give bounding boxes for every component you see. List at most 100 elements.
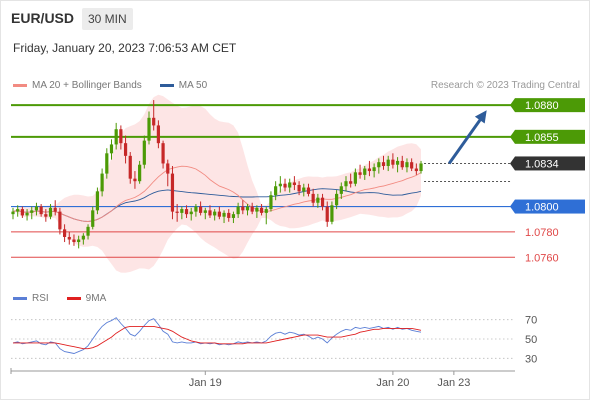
ma20-line (12, 165, 422, 222)
candle-body (105, 153, 109, 174)
copyright-text: Research © 2023 Trading Central (430, 80, 580, 91)
legend-item-rsi: RSI (13, 293, 49, 304)
legend-label-ma50: MA 50 (178, 80, 208, 91)
candle-body (95, 191, 100, 211)
candle-body (119, 129, 123, 144)
legend-label-rsi: RSI (32, 293, 49, 304)
rsi-9ma-line (13, 325, 422, 350)
candle-body (11, 211, 15, 215)
legend-swatch-9ma (66, 297, 81, 300)
candle-body (269, 195, 273, 210)
candle-body (227, 212, 231, 218)
candle-body (213, 211, 217, 216)
legend-item-9ma: 9MA (66, 293, 107, 304)
candle-body (128, 155, 132, 179)
candle-body (302, 187, 306, 192)
candle-body (25, 212, 29, 216)
candle-body (386, 159, 390, 166)
candle-body (189, 211, 193, 215)
candle-body (320, 197, 325, 207)
timeframe-badge[interactable]: 30 MIN (82, 8, 133, 30)
candle-body (86, 226, 90, 236)
level-tag-1.0855 (515, 129, 585, 144)
legend-swatch-ma50 (159, 84, 174, 87)
level-tag-arrow-1.0855 (510, 129, 515, 144)
candle-body (419, 163, 423, 172)
candle-body (400, 160, 404, 168)
level-label-1.0780: 1.0780 (525, 227, 559, 239)
candle-body (138, 164, 142, 182)
candle-body (264, 209, 268, 213)
candle-body (20, 209, 24, 216)
legend-label-ma20: MA 20 + Bollinger Bands (32, 80, 142, 91)
candle-body (405, 162, 409, 168)
candle-body (231, 214, 236, 218)
candle-body (288, 182, 292, 188)
x-tick-label: Jan 19 (189, 377, 222, 389)
current-price-tag (515, 156, 585, 171)
candle-body (147, 117, 151, 141)
candle-body (203, 210, 207, 213)
rsi-tick-30: 30 (525, 353, 537, 365)
candle-body (184, 209, 189, 215)
candle-body (278, 183, 282, 187)
candle-body (58, 211, 62, 230)
candle-body (306, 187, 311, 194)
candle-body (39, 206, 43, 215)
candle-body (250, 206, 254, 212)
candle-body (292, 182, 296, 185)
candle-body (48, 207, 53, 217)
level-label-1.0760: 1.0760 (525, 252, 559, 264)
level-tag-1.0880 (515, 98, 585, 113)
legend-item-ma20: MA 20 + Bollinger Bands (13, 80, 142, 91)
candle-body (161, 143, 165, 164)
candle-body (77, 239, 81, 243)
candle-body (316, 197, 320, 203)
candle-body (166, 163, 170, 174)
candle-body (53, 207, 57, 212)
candle-body (283, 183, 287, 188)
candle-body (30, 210, 34, 213)
candle-body (410, 162, 414, 169)
candle-body (377, 162, 381, 168)
legend-label-9ma: 9MA (85, 293, 107, 304)
candle-body (395, 160, 400, 165)
candle-body (274, 186, 278, 196)
candle-body (180, 209, 184, 213)
candle-body (142, 140, 146, 165)
candle-body (339, 186, 343, 194)
candle-body (44, 214, 48, 217)
forecast-arrow-shaft (447, 115, 484, 165)
candle-body (133, 178, 137, 182)
forecast-arrow-head (474, 110, 487, 124)
candle-body (208, 210, 212, 216)
candle-body (363, 168, 367, 175)
candle-body (81, 235, 85, 240)
current-price-tag-arrow (510, 156, 515, 171)
candle-body (372, 167, 376, 172)
legend-swatch-rsi (13, 297, 27, 300)
candle-body (358, 172, 362, 175)
candle-body (109, 144, 114, 154)
candle-body (194, 206, 198, 212)
current-price-label: 1.0834 (525, 158, 559, 170)
candle-body (414, 168, 418, 172)
x-tick-label: Jan 20 (376, 377, 409, 389)
candle-body (67, 236, 71, 240)
candle-body (335, 193, 339, 206)
candle-body (114, 129, 118, 145)
x-tick-label: Jan 23 (437, 377, 470, 389)
candle-body (311, 193, 315, 203)
candle-body (344, 181, 348, 187)
rsi-tick-50: 50 (525, 334, 537, 346)
level-tag-arrow-1.0880 (510, 98, 515, 113)
candle-body (72, 239, 76, 243)
candle-body (100, 173, 104, 192)
level-tag-arrow-1.0800 (510, 199, 515, 214)
candle-body (349, 181, 353, 184)
candle-body (170, 173, 175, 212)
candle-body (62, 229, 67, 237)
candle-body (325, 206, 329, 222)
main-legend: MA 20 + Bollinger Bands MA 50 (13, 80, 225, 91)
